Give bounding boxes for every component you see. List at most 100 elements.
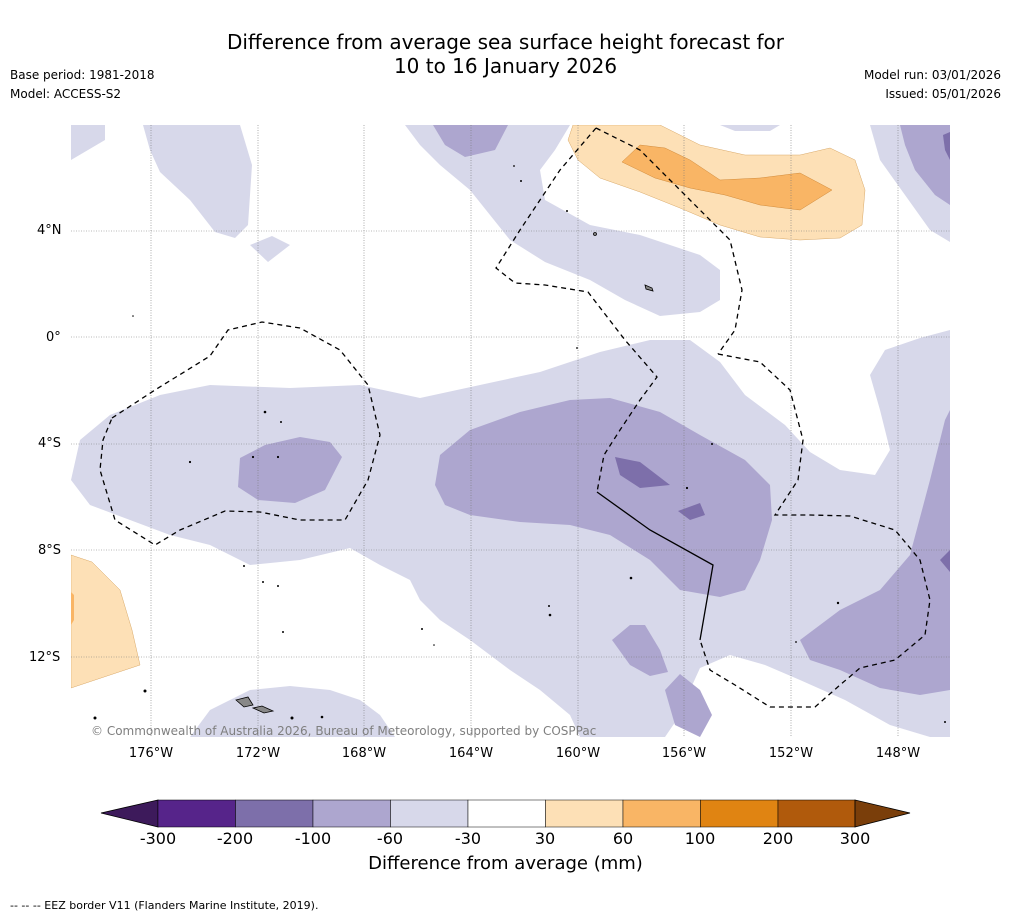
- island-dot: [93, 716, 97, 720]
- island-north-1: [644, 284, 654, 292]
- colorbar-tick: 300: [839, 829, 871, 848]
- lon-label-172w: 172°W: [235, 746, 281, 761]
- island-dot: [280, 421, 282, 423]
- contour-mid-ne: [900, 125, 950, 205]
- island-dot: [711, 443, 713, 445]
- colorbar-swatch: [157, 799, 236, 828]
- island-dot: [276, 455, 280, 459]
- colorbar-tick: 60: [612, 829, 634, 848]
- island-samoa-1: [235, 696, 254, 708]
- colorbar-extend-right: [854, 799, 911, 828]
- island-dot: [576, 347, 578, 349]
- contour-light-north-1: [143, 125, 252, 238]
- lon-label-168w: 168°W: [341, 746, 387, 761]
- contour-positive-sw: [71, 554, 141, 689]
- colorbar-swatch: [312, 799, 391, 828]
- lat-label-4s: 4°S: [38, 436, 62, 451]
- island-dots: [93, 165, 946, 723]
- lon-label-160w: 160°W: [555, 746, 601, 761]
- colorbar-swatch: [390, 799, 469, 828]
- meta-left: Base period: 1981-2018 Model: ACCESS-S2: [10, 66, 155, 104]
- colorbar-swatch: [467, 799, 546, 828]
- copyright-notice: © Commonwealth of Australia 2026, Bureau…: [91, 724, 597, 738]
- colorbar-extend-left: [100, 799, 159, 828]
- island-samoa-2: [251, 705, 275, 714]
- island-dot: [566, 210, 568, 212]
- island-dot: [548, 613, 552, 617]
- colorbar-swatch: [777, 799, 856, 828]
- eez-border-north: [595, 127, 743, 355]
- island-dot: [421, 628, 423, 630]
- colorbar-tick: -30: [454, 829, 482, 848]
- meta-right: Model run: 03/01/2026 Issued: 05/01/2026: [864, 66, 1001, 104]
- island-dot: [251, 455, 255, 459]
- island-dot: [548, 605, 550, 607]
- island-dot: [277, 585, 279, 587]
- island-dot: [433, 644, 435, 646]
- islands: [235, 232, 654, 714]
- contour-positive-sw-60: [71, 592, 74, 625]
- eez-footnote: -- -- -- EEZ border V11 (Flanders Marine…: [10, 899, 319, 912]
- island-dot: [685, 486, 689, 490]
- contour-mid-se: [800, 410, 950, 695]
- lat-label-0: 0°: [46, 330, 61, 345]
- title-line-2: 10 to 16 January 2026: [393, 54, 618, 78]
- island-dot: [290, 716, 294, 720]
- island-dot: [143, 689, 147, 693]
- eez-border-solid: [596, 491, 714, 641]
- contour-mid-central: [435, 398, 772, 597]
- colorbar-swatch: [235, 799, 314, 828]
- island-dot: [132, 315, 134, 317]
- lon-label-176w: 176°W: [128, 746, 174, 761]
- base-period: Base period: 1981-2018: [10, 68, 155, 82]
- island-dot: [263, 410, 267, 414]
- colorbar: [100, 799, 911, 828]
- colorbar-tick: 30: [534, 829, 556, 848]
- contour-light-ne-1: [720, 125, 780, 131]
- map-title: Difference from average sea surface heig…: [0, 30, 1011, 78]
- map-gridlines: [71, 125, 950, 737]
- contour-mid-west: [238, 437, 342, 503]
- lon-label-148w: 148°W: [875, 746, 921, 761]
- colorbar-tick: -100: [294, 829, 332, 848]
- island-dot: [795, 641, 797, 643]
- island-dot: [629, 576, 633, 580]
- contour-mid-south-1: [612, 625, 668, 676]
- eez-border-west: [99, 321, 381, 546]
- colorbar-tick: 200: [762, 829, 794, 848]
- island-dot: [944, 721, 946, 723]
- model-run: Model run: 03/01/2026: [863, 68, 1001, 82]
- island-dot: [262, 581, 264, 583]
- contour-light-north-2: [405, 125, 720, 316]
- contour-light-main: [71, 330, 950, 737]
- island-dot: [282, 631, 284, 633]
- contour-dark-central-1: [615, 457, 670, 488]
- contour-light-nw: [71, 125, 105, 160]
- eez-border-east: [699, 353, 931, 708]
- map-fill-layer: [71, 125, 950, 737]
- contour-dark-se: [940, 550, 950, 572]
- colorbar-swatch: [545, 799, 624, 828]
- eez-border-central: [495, 127, 658, 493]
- colorbar-tick: -200: [216, 829, 254, 848]
- colorbar-tick: -60: [376, 829, 404, 848]
- issued-date: Issued: 05/01/2026: [885, 87, 1001, 101]
- colorbar-swatch: [700, 799, 779, 828]
- contour-dark-ne: [943, 132, 950, 160]
- contour-light-island: [250, 236, 290, 262]
- island-dot: [836, 601, 840, 605]
- lon-label-164w: 164°W: [448, 746, 494, 761]
- lon-label-156w: 156°W: [661, 746, 707, 761]
- contour-mid-south-2: [665, 674, 712, 737]
- model-name: Model: ACCESS-S2: [10, 87, 122, 101]
- contour-mid-north: [433, 125, 508, 157]
- lat-label-4n: 4°N: [37, 223, 62, 238]
- title-line-1: Difference from average sea surface heig…: [226, 30, 785, 54]
- contour-dark-central-2: [678, 503, 705, 520]
- colorbar-tick: -300: [139, 829, 177, 848]
- island-dot: [520, 180, 522, 182]
- island-dot: [243, 565, 245, 567]
- island-dot: [320, 715, 324, 719]
- island-dot: [513, 165, 515, 167]
